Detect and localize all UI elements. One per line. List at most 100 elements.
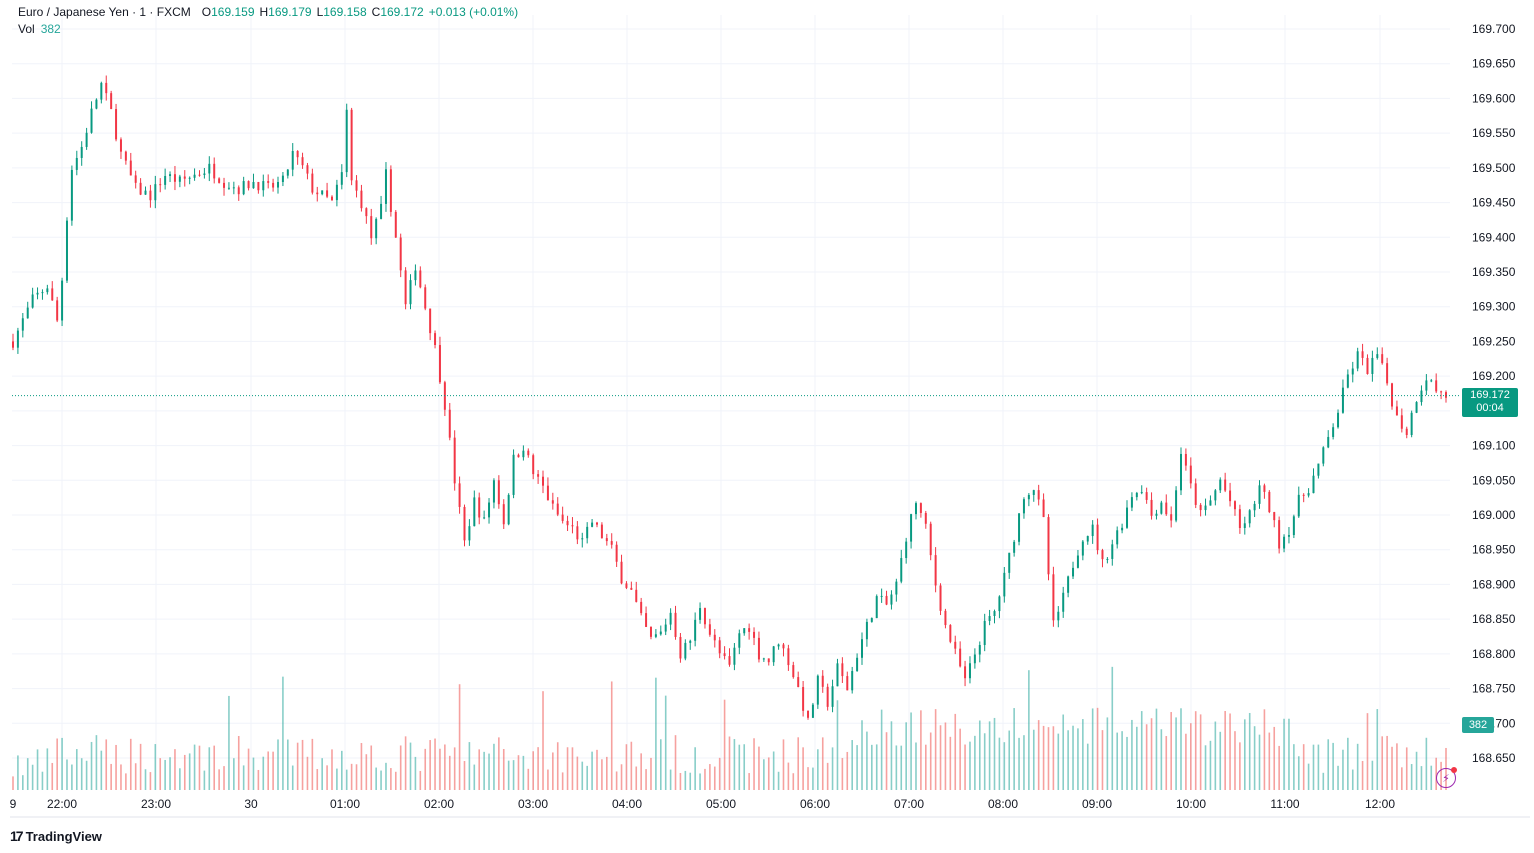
candle-body <box>1209 500 1212 506</box>
volume-bar <box>1297 756 1300 790</box>
candle-body <box>65 220 68 281</box>
volume-badge: 382 <box>1462 717 1494 733</box>
close-label: C <box>371 5 381 19</box>
volume-bar <box>468 742 471 790</box>
volume-bar <box>846 751 849 790</box>
volume-bar <box>767 757 770 790</box>
candle-body <box>438 345 441 383</box>
volume-bar <box>301 739 304 790</box>
candle-body <box>448 409 451 438</box>
time-tick-label: 08:00 <box>988 797 1018 811</box>
time-tick-label: 30 <box>244 797 258 811</box>
candle-body <box>169 174 172 176</box>
volume-bar <box>610 681 613 790</box>
tradingview-logo-icon: 17 <box>10 828 24 844</box>
volume-bar <box>1057 733 1060 790</box>
volume-bar <box>1248 712 1251 790</box>
candle-body <box>664 624 667 632</box>
candle-body <box>16 330 19 348</box>
time-tick-label: 04:00 <box>612 797 642 811</box>
symbol-title[interactable]: Euro / Japanese Yen · 1 · FXCM <box>18 5 191 19</box>
candle-body <box>797 677 800 688</box>
candle-body <box>777 644 780 647</box>
open-value: 169.159 <box>211 5 255 19</box>
volume-bar <box>1415 751 1418 790</box>
volume-bar <box>1175 717 1177 790</box>
volume-bar <box>51 762 54 790</box>
candle-body <box>100 82 103 100</box>
volume-bar <box>179 768 181 790</box>
tradingview-logo[interactable]: 17 TradingView <box>10 828 102 844</box>
volume-bar <box>826 762 829 790</box>
candle-body <box>581 538 584 540</box>
volume-bar <box>1023 735 1025 790</box>
volume-bar <box>1293 744 1295 790</box>
candle-body <box>787 648 790 666</box>
candle-body <box>605 538 608 542</box>
price-tick-label: 168.900 <box>1472 577 1516 591</box>
volume-bar <box>1013 708 1015 790</box>
candle-body <box>252 181 255 189</box>
candle-body <box>1224 479 1227 491</box>
candle-body <box>821 675 824 687</box>
volume-bar <box>866 731 868 790</box>
candle-body <box>807 710 810 718</box>
volume-bar <box>547 769 549 790</box>
price-tick-label: 169.650 <box>1472 57 1516 71</box>
volume-bar <box>311 738 314 790</box>
candle-body <box>782 644 785 649</box>
volume-bar <box>242 765 245 790</box>
lightning-icon[interactable]: ⚡ <box>1436 767 1457 788</box>
volume-bar <box>713 766 716 790</box>
candle-body <box>1204 505 1207 511</box>
candle-body <box>1366 357 1369 375</box>
candle-body <box>208 163 211 174</box>
volume-bar <box>95 735 98 790</box>
volume-bar <box>252 757 255 790</box>
candle-body <box>1371 357 1374 375</box>
volume-bar <box>1042 725 1045 790</box>
candle-body <box>610 541 613 545</box>
volume-bar <box>17 755 19 790</box>
candle-body <box>851 671 854 691</box>
volume-bar <box>66 759 68 790</box>
volume-bar <box>1106 717 1109 790</box>
candle-body <box>1400 415 1403 429</box>
candle-body <box>1145 492 1148 500</box>
candle-body <box>154 184 157 201</box>
candle-body <box>635 589 638 602</box>
volume-bar <box>817 749 819 790</box>
candle-body <box>973 654 976 664</box>
time-tick-label: 10:00 <box>1176 797 1206 811</box>
volume-label[interactable]: Vol <box>18 22 35 36</box>
candle-body <box>649 626 652 637</box>
time-tick-label: 07:00 <box>894 797 924 811</box>
volume-bar <box>650 757 652 790</box>
volume-bar <box>1273 726 1276 790</box>
price-tick-label: 169.600 <box>1472 91 1516 105</box>
volume-bar <box>566 747 569 790</box>
price-tick-label: 169.200 <box>1472 369 1516 383</box>
volume-bar <box>1121 731 1123 790</box>
time-tick-label: 03:00 <box>518 797 548 811</box>
candle-body <box>1258 485 1261 504</box>
volume-bar <box>606 756 608 790</box>
candle-body <box>537 474 540 477</box>
candle-body <box>512 454 515 495</box>
candle-body <box>900 558 903 582</box>
volume-bar <box>1072 725 1074 790</box>
price-tick-label: 168.650 <box>1472 751 1516 765</box>
volume-bar <box>1307 763 1310 790</box>
time-axis[interactable]: 9 22:00 23:00 30 01:00 02:00 03:00 04:00 05:00 06… <box>10 797 1396 811</box>
candle-body <box>1096 524 1099 551</box>
time-tick-label: 9 <box>10 797 17 811</box>
volume-bar <box>1136 726 1138 790</box>
candle-body <box>576 526 579 540</box>
volume-bar <box>183 754 186 790</box>
candle-body <box>483 517 486 519</box>
volume-bar <box>1150 718 1153 790</box>
volume-bar <box>424 748 427 790</box>
volume-bar <box>1224 710 1226 790</box>
candle-body <box>124 151 127 161</box>
